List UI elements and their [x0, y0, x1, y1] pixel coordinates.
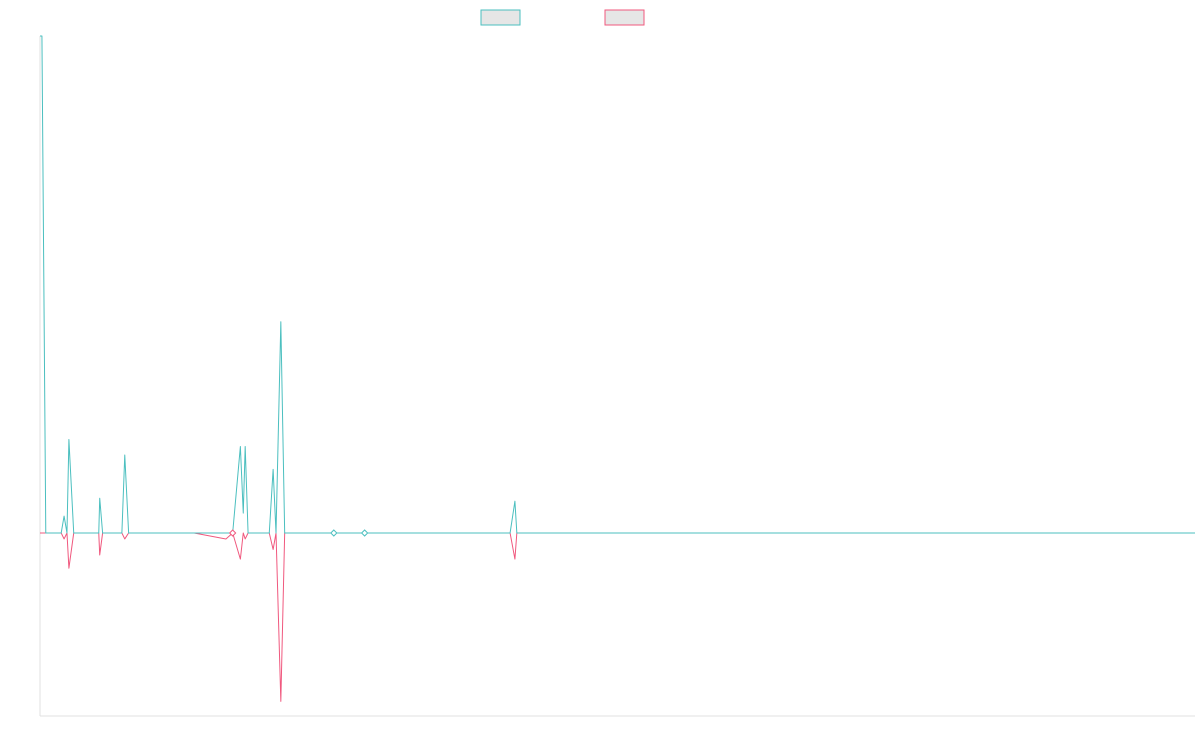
- legend-swatch-series-2[interactable]: [604, 9, 645, 26]
- series-layer: [40, 35, 1195, 702]
- marker-layer: [228, 529, 369, 537]
- axes: [39, 36, 1195, 717]
- data-point-marker[interactable]: [330, 529, 338, 537]
- series-line-2: [40, 532, 1195, 702]
- data-point-marker[interactable]: [360, 529, 369, 537]
- legend: [480, 9, 645, 26]
- legend-swatch-series-1[interactable]: [480, 9, 521, 26]
- data-point-marker[interactable]: [228, 529, 237, 537]
- series-line-1: [40, 35, 1195, 534]
